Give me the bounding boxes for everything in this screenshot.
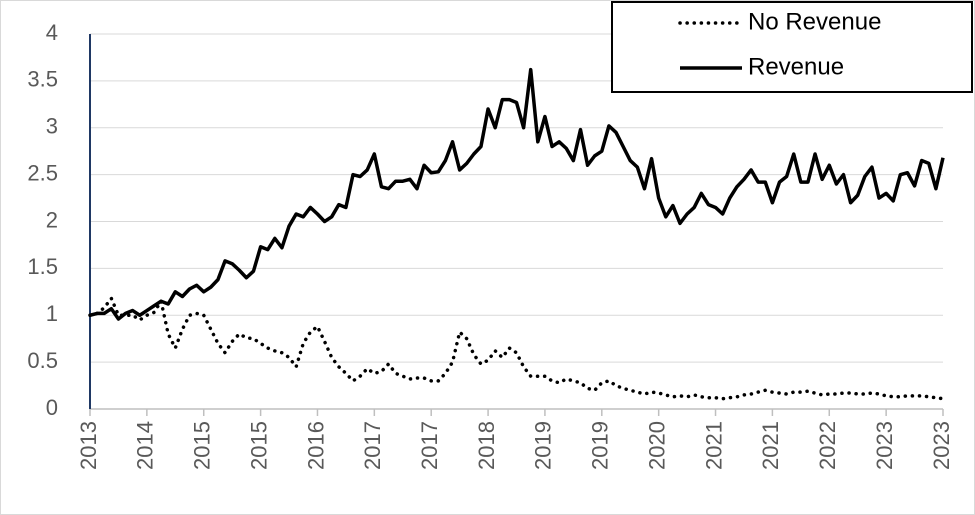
x-tick-label: 2017 xyxy=(417,421,442,470)
y-tick-label: 0.5 xyxy=(27,348,58,373)
legend-label: Revenue xyxy=(748,53,844,80)
y-tick-label: 4 xyxy=(46,20,58,45)
y-tick-label: 3 xyxy=(46,114,58,139)
x-tick-label: 2023 xyxy=(929,421,954,470)
y-tick-label: 3.5 xyxy=(27,67,58,92)
series-line xyxy=(89,67,945,321)
x-tick-label: 2023 xyxy=(872,421,897,470)
x-tick-label: 2021 xyxy=(758,421,783,470)
x-tick-label: 2014 xyxy=(133,421,158,470)
x-tick-label: 2015 xyxy=(246,421,271,470)
y-tick-label: 1 xyxy=(46,301,58,326)
y-tick-label: 1.5 xyxy=(27,254,58,279)
x-tick-label: 2019 xyxy=(588,421,613,470)
x-tick-label: 2018 xyxy=(474,421,499,470)
x-tick-label: 2015 xyxy=(190,421,215,470)
x-tick-label: 2022 xyxy=(815,421,840,470)
x-tick-label: 2016 xyxy=(303,421,328,470)
x-tick-label: 2020 xyxy=(644,421,669,470)
y-tick-label: 0 xyxy=(46,395,58,420)
x-tick-label: 2013 xyxy=(76,421,101,470)
series-line xyxy=(88,294,945,401)
x-tick-label: 2017 xyxy=(360,421,385,470)
x-tick-label: 2021 xyxy=(701,421,726,470)
legend-label: No Revenue xyxy=(748,8,881,35)
legend-box xyxy=(611,1,973,93)
x-tick-label: 2019 xyxy=(531,421,556,470)
y-tick-label: 2 xyxy=(46,207,58,232)
y-tick-label: 2.5 xyxy=(27,160,58,185)
